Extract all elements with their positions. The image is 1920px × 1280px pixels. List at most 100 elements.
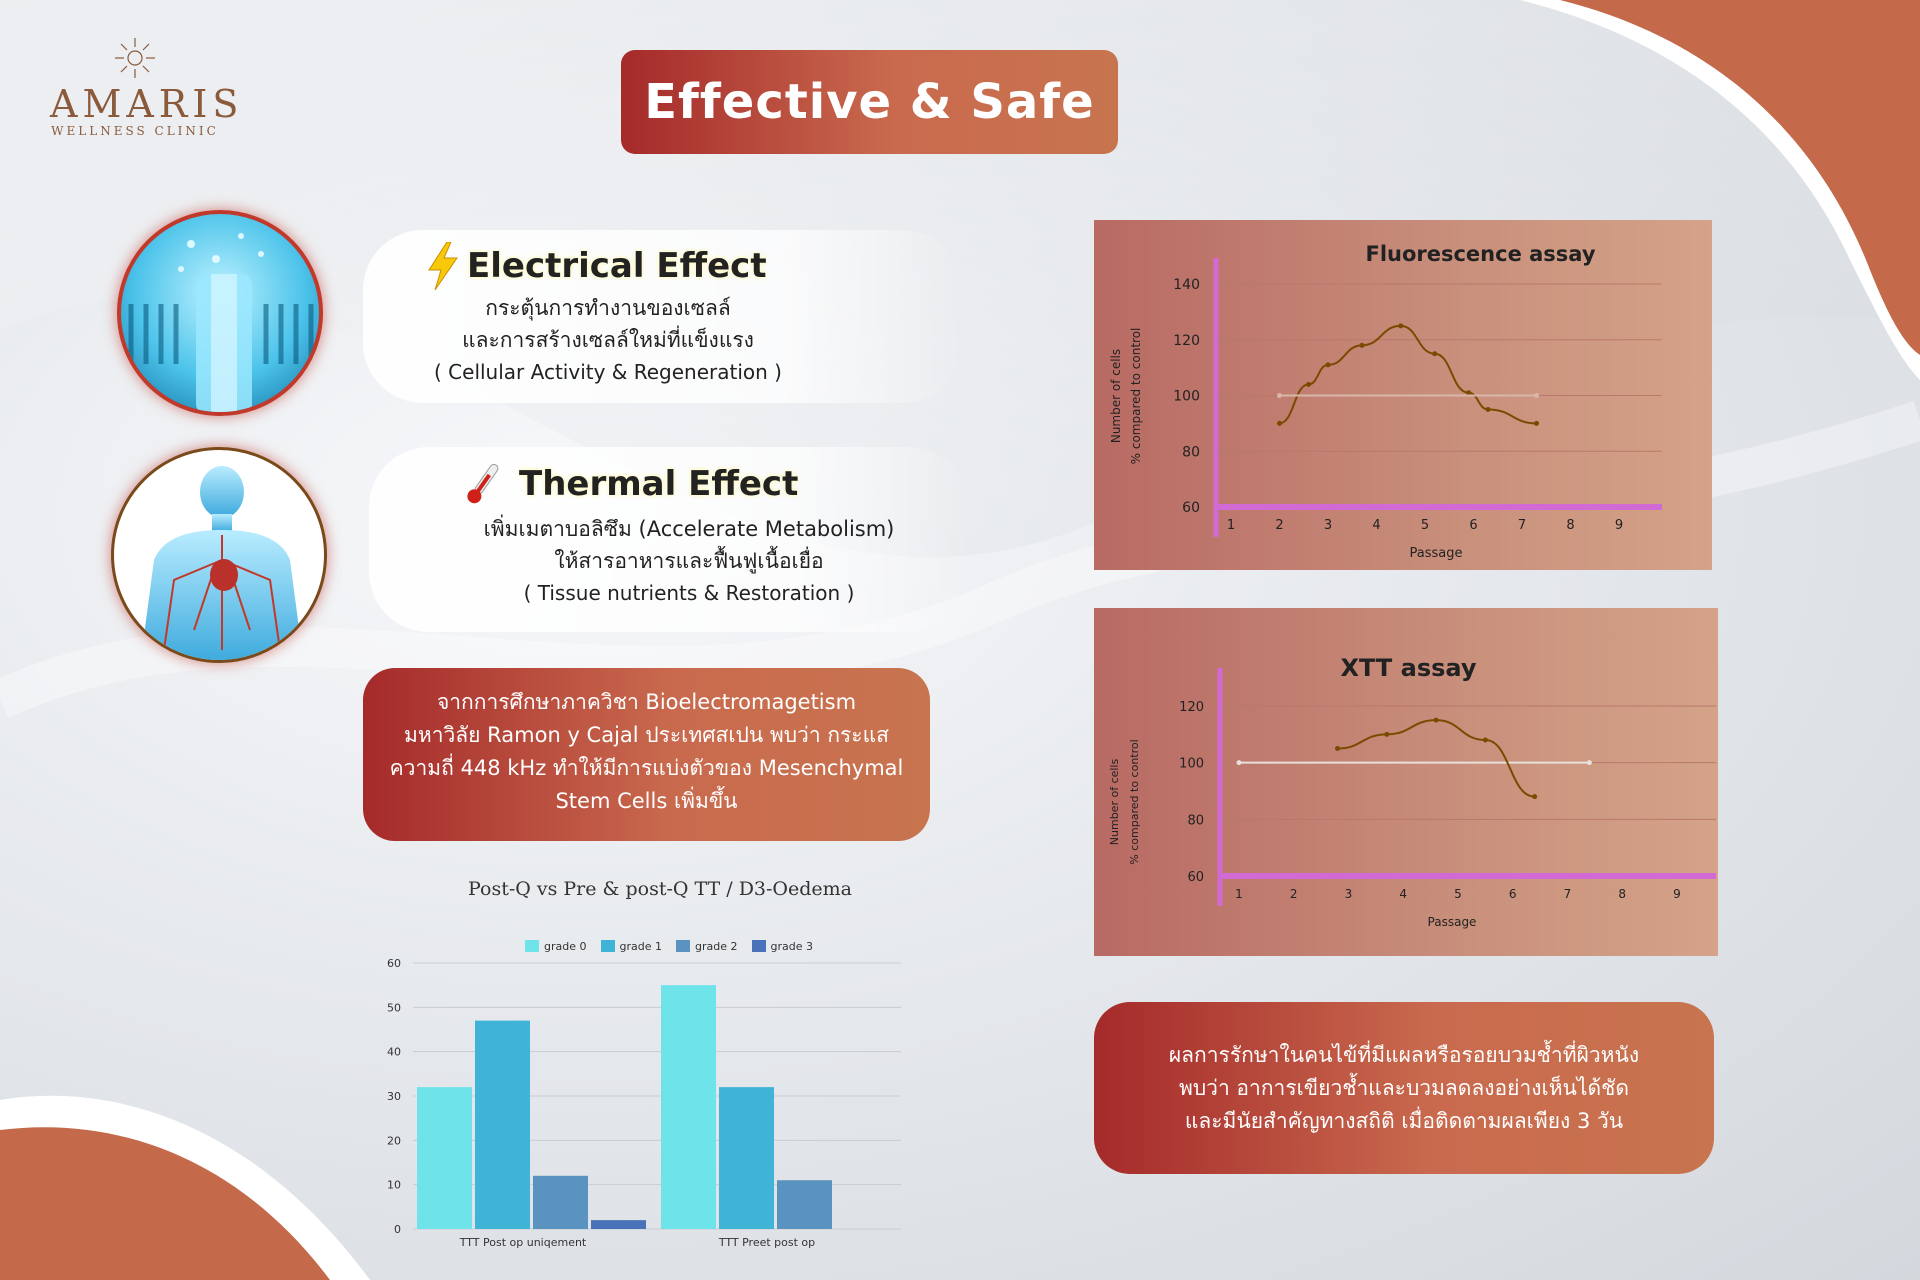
- thermal-line-3: ( Tissue nutrients & Restoration ): [523, 581, 855, 605]
- legend-swatch: [676, 940, 690, 952]
- data-point: [1586, 760, 1592, 766]
- logo-subtitle: WELLNESS CLINIC: [51, 124, 219, 138]
- legend-label: grade 3: [770, 940, 814, 953]
- x-tick-label: 5: [1421, 518, 1429, 533]
- x-axis-label: Passage: [1428, 915, 1477, 929]
- lightning-icon: [428, 242, 458, 290]
- y-tick-label: 80: [1187, 813, 1204, 828]
- y-tick-label: 60: [1182, 500, 1200, 516]
- data-point: [1359, 342, 1365, 348]
- y-tick-label: 10: [387, 1179, 401, 1192]
- series-line: [1337, 719, 1535, 798]
- study-line-3: ความถี่ 448 kHz ทำให้มีการแบ่งตัวของ Mes…: [389, 756, 904, 780]
- x-tick-label: 1: [1235, 887, 1243, 901]
- study-line-2: มหาวิลัย Ramon y Cajal ประเทศสเปน พบว่า …: [404, 723, 889, 747]
- result-line-2: พบว่า อาการเขียวช้ำและบวมลดลงอย่างเห็นได…: [1178, 1075, 1629, 1100]
- data-point: [1384, 731, 1390, 737]
- bar: [777, 1180, 832, 1229]
- data-point: [1534, 393, 1540, 398]
- bar-chart-plot: 0 10 20 30 40 50 60 TTT Post op uniqement TTT Pr…: [387, 957, 901, 1249]
- data-point: [1398, 323, 1404, 329]
- x-tick-label: 9: [1615, 518, 1623, 533]
- y-tick-label: 40: [387, 1046, 401, 1059]
- legend-swatch: [751, 940, 766, 952]
- result-line-1: ผลการรักษาในคนไข้ที่มีแผลหรือรอยบวมช้ำที…: [1168, 1042, 1640, 1067]
- bar-chart-legend: grade 0 grade 1 grade 2 grade 3: [525, 940, 813, 953]
- electrical-line-3: ( Cellular Activity & Regeneration ): [434, 360, 782, 384]
- y-tick-label: 80: [1182, 444, 1200, 460]
- data-point: [1534, 420, 1540, 426]
- x-tick-label: 6: [1509, 887, 1517, 901]
- study-summary-box: จากการศึกษาภาควิชา Bioelectromagetism มห…: [363, 668, 930, 841]
- y-axis-label: Number of cells % compared to control: [1108, 739, 1141, 864]
- series-line: [1279, 324, 1537, 425]
- result-line-3: และมีนัยสำคัญทางสถิติ เมื่อติดตามผลเพียง…: [1184, 1108, 1624, 1133]
- thermal-line-1: เพิ่มเมตาบอลิซึม (Accelerate Metabolism): [483, 517, 895, 541]
- x-tick-label: 3: [1345, 887, 1353, 901]
- y-axis-label-line-2: % compared to control: [1129, 328, 1143, 465]
- y-axis-label-line-1: Number of cells: [1108, 759, 1121, 846]
- data-point: [1335, 746, 1341, 751]
- thermal-effect-card: Thermal Effect เพิ่มเมตาบอลิซึม (Acceler…: [369, 447, 969, 632]
- clinic-logo: AMARIS WELLNESS CLINIC: [50, 36, 238, 138]
- bar: [475, 1020, 530, 1229]
- fluorescence-assay-chart: Fluorescence assay 60 80 100 120 140 1 2 3 4 5 6 7 8…: [1094, 220, 1712, 570]
- x-tick-label: 1: [1227, 518, 1235, 533]
- thermometer-icon: [467, 463, 499, 504]
- x-tick-label: TTT Post op uniqement: [459, 1236, 587, 1249]
- oedema-bar-chart: Post-Q vs Pre & post-Q TT / D3-Oedema gr…: [380, 870, 940, 1265]
- x-tick-label: 6: [1469, 518, 1477, 533]
- data-point: [1532, 794, 1538, 800]
- y-tick-label: 30: [387, 1090, 401, 1103]
- xtt-title: XTT assay: [1340, 654, 1477, 682]
- x-tick-label: TTT Preet post op: [718, 1236, 815, 1249]
- data-point: [1325, 362, 1331, 368]
- legend-item: grade 1: [600, 940, 663, 953]
- y-tick-label: 20: [387, 1134, 401, 1147]
- sun-logo-icon: [115, 38, 155, 78]
- legend-label: grade 1: [619, 940, 663, 953]
- circulatory-system-icon: [140, 466, 304, 660]
- y-axis-label-line-1: Number of cells: [1109, 349, 1123, 443]
- data-point: [1277, 420, 1282, 426]
- fluorescence-title: Fluorescence assay: [1365, 242, 1596, 266]
- bar: [591, 1220, 646, 1229]
- legend-label: grade 0: [544, 940, 587, 953]
- data-point: [1485, 406, 1491, 412]
- y-tick-label: 0: [394, 1223, 401, 1236]
- xtt-assay-chart: XTT assay 60 80 100 120 1 2 3 4 5 6 7 8 9 Passage Numb…: [1094, 608, 1718, 956]
- y-tick-label: 140: [1173, 277, 1200, 293]
- human-body-image: [111, 447, 327, 663]
- legend-item: grade 0: [525, 940, 587, 953]
- data-point: [1466, 390, 1472, 396]
- y-tick-label: 50: [387, 1001, 401, 1014]
- electrical-line-1: กระตุ้นการทำงานของเซลล์: [485, 296, 731, 320]
- bar: [417, 1087, 472, 1229]
- x-tick-label: 9: [1673, 887, 1681, 901]
- y-tick-label: 100: [1173, 389, 1200, 405]
- x-axis-label: Passage: [1410, 546, 1463, 561]
- x-tick-label: 4: [1372, 518, 1380, 533]
- page-title: Effective & Safe: [644, 74, 1095, 130]
- bar: [661, 985, 716, 1229]
- data-point: [1277, 393, 1282, 398]
- data-point: [1482, 737, 1488, 743]
- bar: [533, 1175, 588, 1229]
- electrical-line-2: และการสร้างเซลล์ใหม่ที่แข็งแรง: [462, 328, 754, 352]
- cell-membrane-image: [117, 210, 323, 416]
- x-tick-label: 8: [1566, 518, 1574, 533]
- y-axis-label-line-2: % compared to control: [1128, 739, 1141, 864]
- y-axis-label: Number of cells % compared to control: [1109, 328, 1143, 465]
- x-tick-label: 3: [1324, 518, 1332, 533]
- page-title-banner: Effective & Safe: [621, 50, 1118, 154]
- x-tick-label: 7: [1518, 518, 1526, 533]
- electrical-effect-card: Electrical Effect กระตุ้นการทำงานของเซลล…: [363, 230, 963, 403]
- y-tick-label: 120: [1173, 333, 1200, 349]
- xtt-plot: 60 80 100 120 1 2 3 4 5 6 7 8 9 Passage Number of cell…: [1108, 668, 1716, 929]
- study-line-1: จากการศึกษาภาควิชา Bioelectromagetism: [436, 690, 857, 714]
- x-tick-label: 2: [1290, 887, 1298, 901]
- data-point: [1306, 381, 1312, 387]
- y-tick-label: 100: [1179, 757, 1204, 772]
- x-tick-label: 7: [1564, 887, 1572, 901]
- thermal-effect-title: Thermal Effect: [519, 464, 799, 504]
